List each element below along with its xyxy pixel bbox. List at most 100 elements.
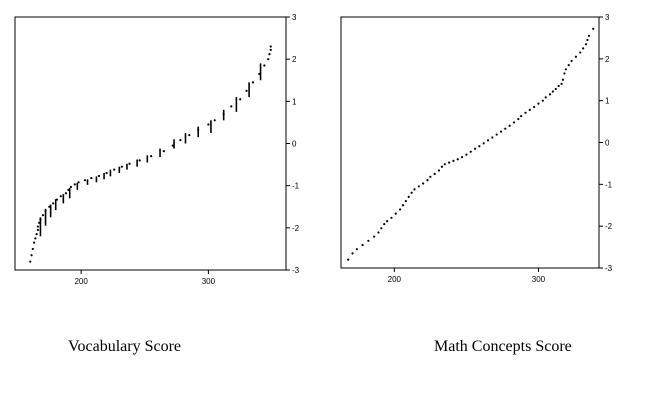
math-y-tick-label: 3 — [605, 13, 610, 22]
math-data-point — [390, 216, 393, 219]
math-data-point — [367, 239, 370, 242]
vocab-y-tick-label: -1 — [292, 182, 300, 191]
math-data-point — [465, 153, 468, 156]
math-x-tick-label: 300 — [532, 275, 546, 284]
vocab-data-point — [30, 254, 33, 257]
math-data-point — [398, 208, 402, 211]
math-data-point — [551, 90, 554, 93]
vocab-data-point — [67, 188, 70, 191]
vocab-data-point — [83, 179, 87, 182]
vocab-data-point — [34, 237, 37, 240]
math-data-point — [373, 235, 376, 238]
math-data-point — [469, 150, 472, 153]
math-data-point — [361, 243, 364, 247]
math-data-point — [460, 156, 464, 159]
vocab-data-point — [69, 185, 73, 189]
math-data-point — [524, 111, 527, 114]
math-data-point — [394, 212, 397, 215]
math-data-point — [533, 105, 536, 109]
vocab-y-tick-label: 3 — [292, 13, 297, 22]
math-data-point — [517, 117, 520, 121]
vocab-data-point — [35, 233, 38, 236]
math-data-point — [554, 87, 557, 91]
vocab-data-point — [269, 48, 272, 51]
math-data-point — [448, 161, 451, 164]
math-data-point — [582, 47, 585, 50]
vocab-y-tick-label: 2 — [292, 55, 297, 64]
math-data-point — [422, 182, 425, 185]
math-data-point — [478, 145, 481, 148]
vocab-y-tick-label: 1 — [292, 97, 297, 106]
vocab-data-point — [268, 53, 271, 56]
math-data-point — [347, 258, 350, 261]
math-y-tick-label: -3 — [605, 264, 613, 273]
math-data-point — [564, 68, 567, 71]
math-data-point — [512, 121, 516, 124]
math-concepts-normal-quantile-plot: 3 2 1 0 -1 -2 -3 200 300 — [340, 13, 613, 284]
math-data-point — [592, 27, 595, 30]
vocabulary-normal-quantile-plot: 3 2 1 0 -1 -2 -3 200 300 — [14, 13, 300, 286]
math-data-point — [404, 199, 407, 203]
math-data-point — [482, 142, 485, 145]
vocab-y-tick-label: -2 — [292, 224, 300, 233]
math-data-point — [570, 59, 573, 63]
vocab-data-point — [48, 205, 51, 208]
vocab-data-point — [263, 64, 266, 67]
math-data-point — [491, 136, 494, 139]
math-data-point — [433, 172, 436, 175]
math-y-tick-label: -1 — [605, 180, 613, 189]
math-data-point — [587, 34, 591, 37]
vocab-data-point — [188, 133, 191, 137]
vocab-data-point — [258, 72, 261, 76]
math-data-point — [380, 227, 383, 230]
math-data-point — [544, 96, 547, 99]
math-data-point — [520, 115, 523, 118]
vocab-data-point — [77, 181, 80, 184]
math-y-tick-label: 0 — [605, 139, 610, 148]
math-data-point — [417, 185, 420, 188]
vocab-data-point — [97, 174, 101, 178]
vocab-data-point — [90, 176, 93, 180]
math-y-tick-label: 2 — [605, 55, 610, 64]
vocab-data-point — [222, 112, 225, 116]
math-data-point — [499, 130, 503, 133]
vocab-data-point — [31, 247, 34, 251]
math-data-point — [355, 248, 358, 251]
math-data-point — [452, 159, 455, 163]
math-data-point — [574, 55, 578, 58]
vocab-data-point — [267, 58, 270, 61]
math-y-tick-label: -2 — [605, 222, 613, 231]
math-data-point — [508, 124, 511, 127]
vocab-data-point — [55, 198, 59, 201]
math-data-point — [486, 139, 490, 142]
math-concepts-score-caption: Math Concepts Score — [434, 338, 572, 355]
vocab-data-point — [120, 165, 123, 168]
math-data-point — [401, 204, 405, 207]
math-data-point — [504, 127, 507, 130]
vocab-data-point — [36, 225, 40, 228]
math-data-point — [473, 147, 477, 150]
math-data-point — [584, 43, 588, 46]
vocab-data-point — [207, 123, 210, 126]
math-data-point — [528, 108, 531, 111]
math-data-point — [567, 64, 570, 67]
vocab-data-point — [150, 155, 153, 158]
math-data-point — [377, 231, 380, 234]
math-data-point — [440, 165, 443, 168]
vocab-data-point — [138, 159, 141, 162]
vocab-data-point — [44, 209, 47, 213]
math-data-point — [407, 195, 410, 198]
vocab-data-point — [73, 183, 76, 186]
math-data-point — [443, 163, 446, 166]
math-data-point — [437, 169, 441, 172]
vocab-data-point — [230, 105, 233, 108]
math-y-tick-label: 1 — [605, 97, 610, 106]
math-data-point — [563, 72, 566, 75]
math-data-point — [410, 191, 413, 194]
math-data-point — [456, 158, 459, 161]
math-data-point — [560, 82, 563, 86]
vocab-data-point — [64, 192, 67, 195]
vocab-data-point — [239, 98, 242, 101]
vocab-y-tick-label: 0 — [292, 140, 297, 149]
